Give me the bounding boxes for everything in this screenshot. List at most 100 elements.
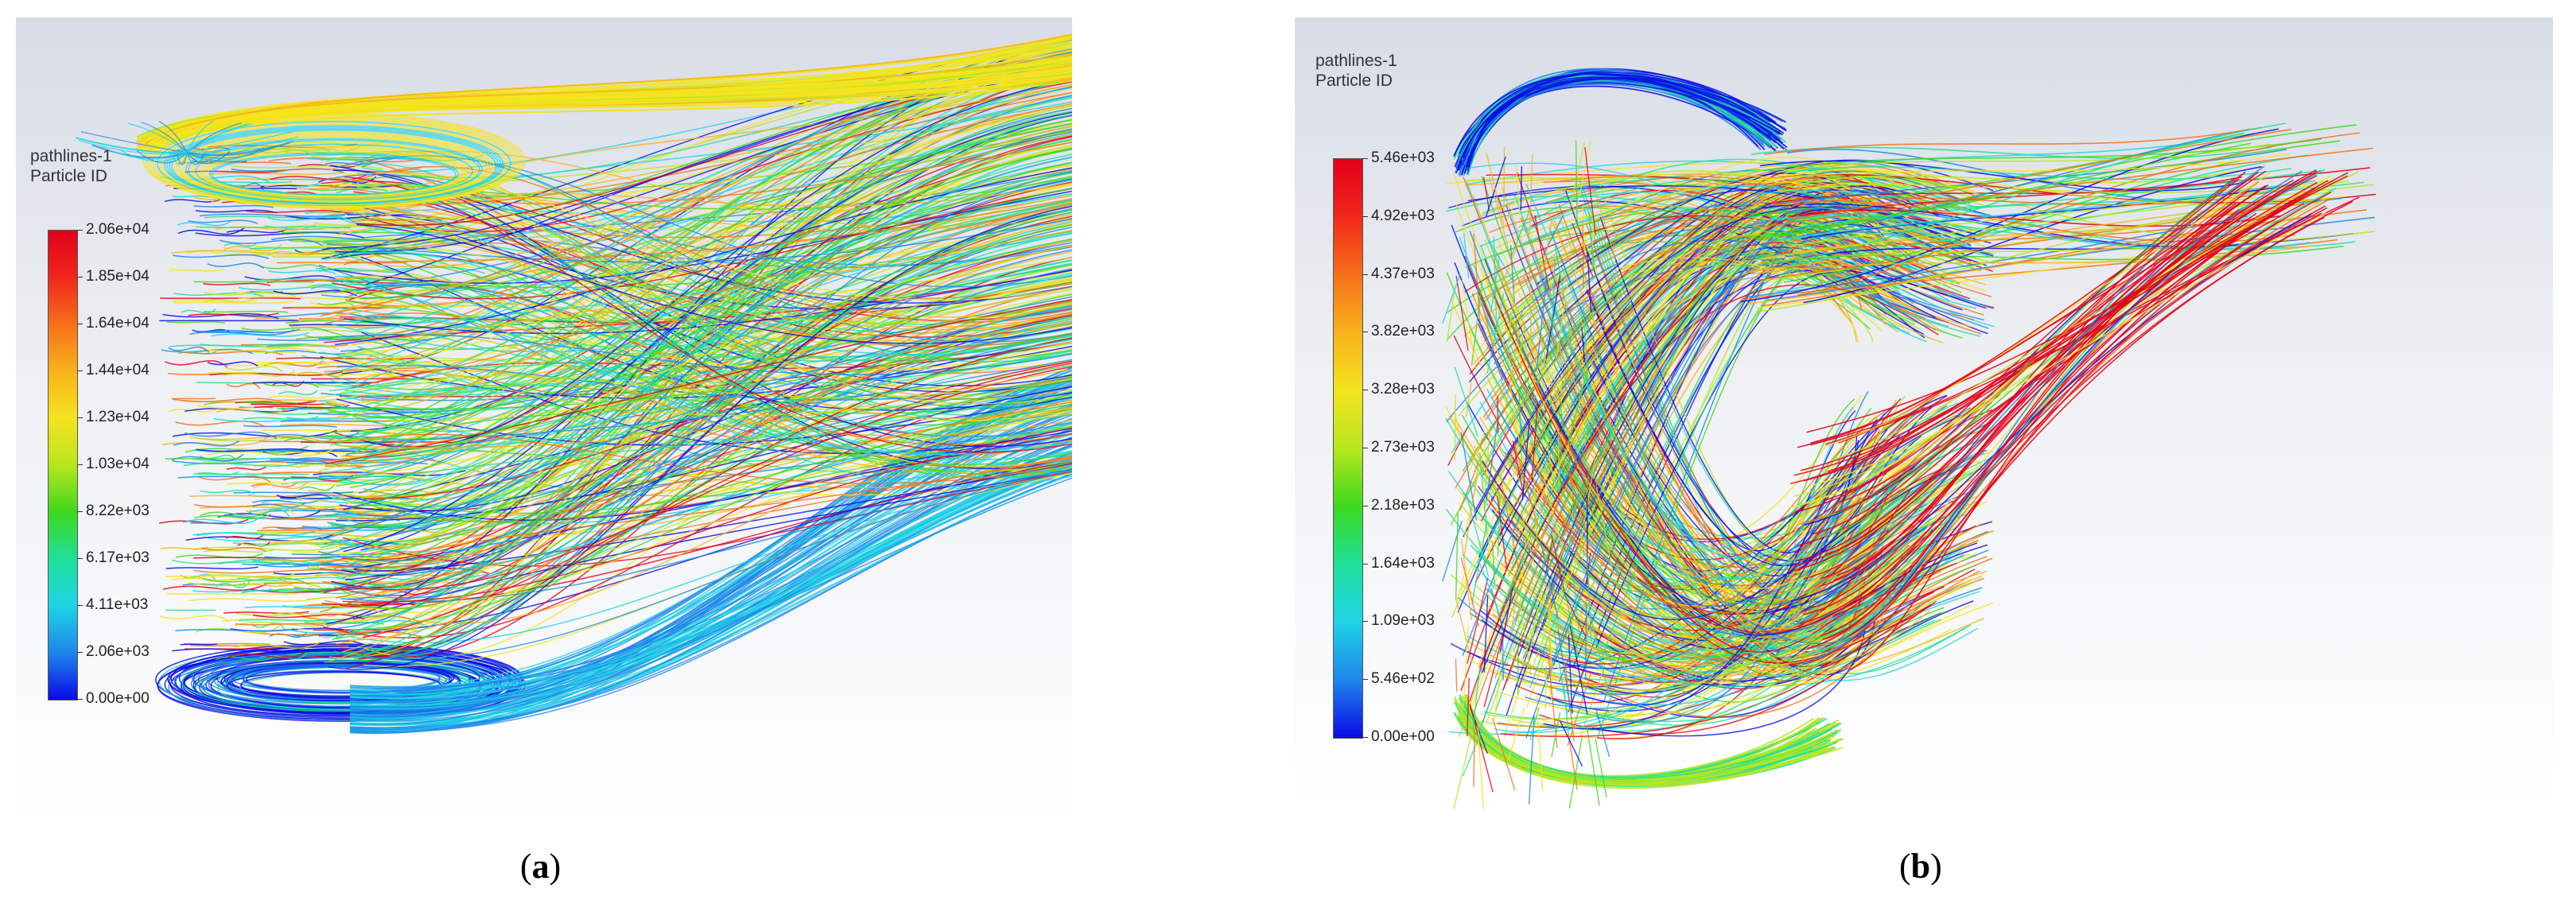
pathline xyxy=(335,407,1072,655)
pathline xyxy=(328,205,1072,670)
pathline xyxy=(211,332,309,337)
pathline xyxy=(183,460,308,468)
pathline xyxy=(1578,600,1974,719)
pathline xyxy=(336,390,1072,487)
pathline xyxy=(145,52,1072,145)
pathline xyxy=(1466,677,1470,736)
pathline xyxy=(267,249,323,256)
pathline xyxy=(1467,76,1773,168)
pathline xyxy=(1504,328,1521,411)
pathline xyxy=(1563,683,1570,740)
pathline xyxy=(186,152,208,165)
pathline xyxy=(1517,323,1526,366)
pathline xyxy=(1488,239,1513,281)
pathline xyxy=(360,433,1072,484)
colorbar-tick-label: 1.64e+04 xyxy=(86,315,150,332)
pathline xyxy=(1486,320,1877,634)
colorbar-tick-label: 1.23e+04 xyxy=(86,409,150,425)
pathline xyxy=(1811,165,2265,660)
pathline xyxy=(1565,596,1579,658)
pathline xyxy=(246,509,290,518)
pathline xyxy=(262,526,306,530)
pathline xyxy=(1850,202,2305,463)
pathline xyxy=(1541,466,1563,549)
pathline xyxy=(1783,128,2250,240)
pathline xyxy=(283,640,368,647)
pathline xyxy=(1790,175,2349,485)
pathline xyxy=(332,332,1072,410)
pathline xyxy=(342,427,1072,603)
colorbar-tick-label: 2.73e+03 xyxy=(1371,439,1435,456)
pathline xyxy=(1576,140,1591,211)
pathline xyxy=(1508,305,1526,343)
colorbar-tick-label: 0.00e+00 xyxy=(86,690,150,707)
pathline xyxy=(1460,432,1478,521)
pathline xyxy=(353,305,1072,661)
pathline xyxy=(1599,227,1973,662)
colorbar-tick-label: 5.46e+02 xyxy=(1371,670,1435,688)
pathline xyxy=(1534,382,1885,653)
pathline xyxy=(263,382,320,388)
pathline xyxy=(1759,160,2245,192)
pathline xyxy=(359,200,1072,589)
pathline xyxy=(228,650,306,659)
pathline xyxy=(1493,603,1972,716)
pathline xyxy=(160,615,229,621)
pathline xyxy=(1482,305,1498,366)
pathline xyxy=(1465,492,1490,577)
pathline xyxy=(328,278,1072,456)
pathline xyxy=(207,262,265,270)
pathline xyxy=(1482,177,1490,211)
legend-title-line2: Particle ID xyxy=(1315,72,1393,90)
pathline xyxy=(166,320,225,324)
pathline xyxy=(1824,216,2325,648)
pathline xyxy=(1558,393,1564,430)
pathline xyxy=(1498,328,1521,400)
pathline xyxy=(1810,184,2269,444)
pathline xyxy=(177,227,245,235)
pathline xyxy=(317,302,355,307)
pathline xyxy=(1788,209,2282,227)
pathline xyxy=(1486,293,1505,374)
pathline xyxy=(290,433,463,440)
colorbar-tick-label: 4.92e+03 xyxy=(1371,207,1435,224)
pathline xyxy=(1568,470,1587,530)
pathline xyxy=(195,231,365,239)
pathline xyxy=(1474,257,1859,352)
pathline xyxy=(197,473,309,475)
pathline xyxy=(194,513,272,519)
pathline xyxy=(1783,128,2292,222)
colorbar-b xyxy=(1333,158,1363,739)
pathline xyxy=(291,456,374,462)
pathline xyxy=(325,298,1072,464)
pathline xyxy=(1453,727,1474,809)
pathline xyxy=(1454,367,1478,437)
pathline xyxy=(345,246,1072,362)
pathline xyxy=(182,516,261,525)
pathline xyxy=(172,460,342,467)
pathline xyxy=(80,131,188,153)
pathline xyxy=(1458,703,1838,784)
pathline xyxy=(1584,146,1596,235)
pathline xyxy=(1462,728,1483,777)
pathline xyxy=(1510,404,1897,587)
pathline xyxy=(160,546,208,550)
pathline xyxy=(1591,623,1867,737)
pathline xyxy=(217,510,321,519)
pathline xyxy=(196,448,321,453)
pathline xyxy=(328,245,1072,662)
legend-title-a: pathlines-1 Particle ID xyxy=(30,146,112,186)
pathline xyxy=(349,457,1072,727)
pathline xyxy=(254,277,415,281)
pathline xyxy=(347,295,1072,372)
pathline xyxy=(334,190,1072,284)
pathline xyxy=(1568,738,1578,790)
pathline xyxy=(238,618,340,622)
pathline xyxy=(1506,281,1516,351)
pathline xyxy=(220,239,324,246)
pathline xyxy=(264,556,393,560)
colorbar-tick-mark xyxy=(77,464,83,465)
pathline xyxy=(1463,624,1469,708)
pathline xyxy=(349,188,1072,489)
pathline xyxy=(318,457,1072,637)
